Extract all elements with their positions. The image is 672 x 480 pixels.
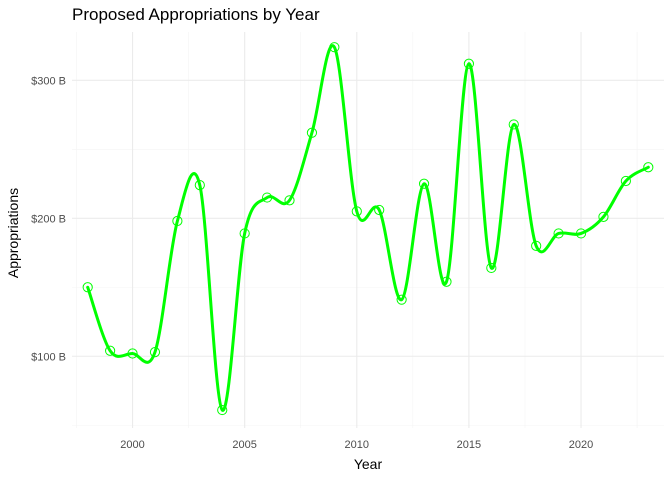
- minor-gridlines: [72, 32, 664, 428]
- data-point: [351, 206, 362, 217]
- data-point: [620, 175, 631, 187]
- x-tick-label: 2015: [457, 439, 481, 451]
- data-point: [105, 345, 116, 356]
- data-point: [553, 228, 564, 239]
- series-line: [86, 44, 650, 412]
- y-tick-label: $300 B: [31, 75, 66, 87]
- data-point: [172, 215, 183, 227]
- data-point: [598, 211, 609, 222]
- data-point: [284, 195, 295, 206]
- y-axis-tick-labels: $100 B $200 B $300 B: [31, 75, 66, 363]
- data-point: [441, 276, 452, 287]
- data-point: [306, 127, 318, 138]
- major-gridlines: [72, 32, 664, 428]
- data-point: [418, 178, 430, 189]
- x-tick-label: 2000: [120, 439, 144, 451]
- y-tick-label: $200 B: [31, 213, 66, 225]
- y-tick-label: $100 B: [31, 351, 66, 363]
- data-point: [261, 192, 273, 203]
- data-point: [463, 58, 475, 69]
- data-point: [329, 42, 340, 53]
- data-point: [486, 262, 497, 274]
- x-axis-tick-labels: 2000 2005 2010 2015 2020: [120, 439, 593, 451]
- data-point: [643, 162, 654, 173]
- x-tick-label: 2005: [232, 439, 256, 451]
- data-point: [508, 119, 519, 130]
- data-point: [194, 180, 205, 191]
- data-point: [531, 240, 542, 251]
- data-point: [374, 204, 385, 216]
- data-point: [396, 294, 407, 305]
- data-point: [149, 347, 161, 358]
- data-point: [575, 228, 587, 239]
- y-axis-title: Appropriations: [5, 188, 21, 278]
- chart-title: Proposed Appropriations by Year: [72, 5, 320, 24]
- x-tick-label: 2020: [569, 439, 593, 451]
- x-tick-label: 2010: [345, 439, 369, 451]
- data-point: [82, 282, 93, 293]
- data-point: [217, 404, 228, 416]
- x-axis-title: Year: [354, 456, 383, 472]
- series-layer: [82, 42, 654, 416]
- data-point: [127, 348, 138, 359]
- data-point: [239, 228, 250, 239]
